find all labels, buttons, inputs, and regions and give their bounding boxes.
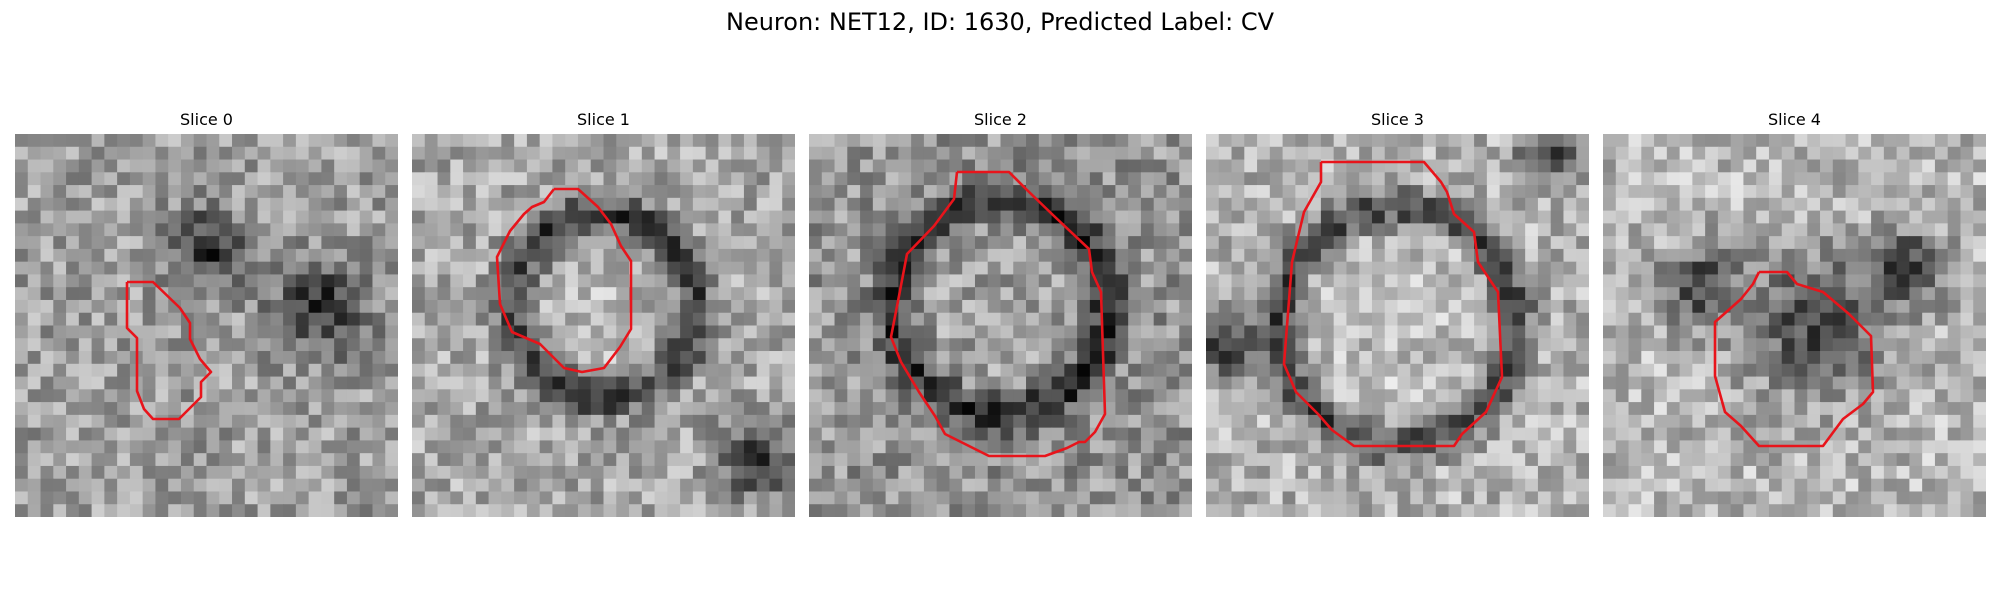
slice-svg bbox=[1206, 134, 1589, 517]
slice-image bbox=[412, 134, 795, 517]
slice-image bbox=[1603, 134, 1986, 517]
segmentation-contour bbox=[495, 187, 633, 374]
grayscale-micrograph bbox=[1603, 134, 1986, 517]
segmentation-contour bbox=[889, 170, 1107, 458]
slice-panel-4: Slice 4 bbox=[1603, 108, 1986, 517]
slice-panel-3: Slice 3 bbox=[1206, 108, 1589, 517]
grayscale-micrograph bbox=[809, 134, 1192, 517]
grayscale-micrograph bbox=[15, 134, 398, 517]
slice-title: Slice 0 bbox=[180, 110, 233, 129]
slice-title: Slice 2 bbox=[974, 110, 1027, 129]
slice-panel-1: Slice 1 bbox=[412, 108, 795, 517]
segmentation-contour bbox=[125, 280, 213, 421]
slice-svg bbox=[1603, 134, 1986, 517]
slice-svg bbox=[809, 134, 1192, 517]
slice-title: Slice 1 bbox=[577, 110, 630, 129]
segmentation-contour bbox=[1282, 160, 1504, 448]
slice-panel-2: Slice 2 bbox=[809, 108, 1192, 517]
slice-svg bbox=[412, 134, 795, 517]
slice-image bbox=[809, 134, 1192, 517]
slice-title: Slice 4 bbox=[1768, 110, 1821, 129]
grayscale-micrograph bbox=[1206, 134, 1589, 517]
slice-svg bbox=[15, 134, 398, 517]
slice-image bbox=[15, 134, 398, 517]
grayscale-micrograph bbox=[412, 134, 795, 517]
slice-image bbox=[1206, 134, 1589, 517]
slice-title: Slice 3 bbox=[1371, 110, 1424, 129]
figure-title: Neuron: NET12, ID: 1630, Predicted Label… bbox=[726, 8, 1274, 36]
slice-panel-0: Slice 0 bbox=[15, 108, 398, 517]
segmentation-contour bbox=[1713, 270, 1875, 448]
